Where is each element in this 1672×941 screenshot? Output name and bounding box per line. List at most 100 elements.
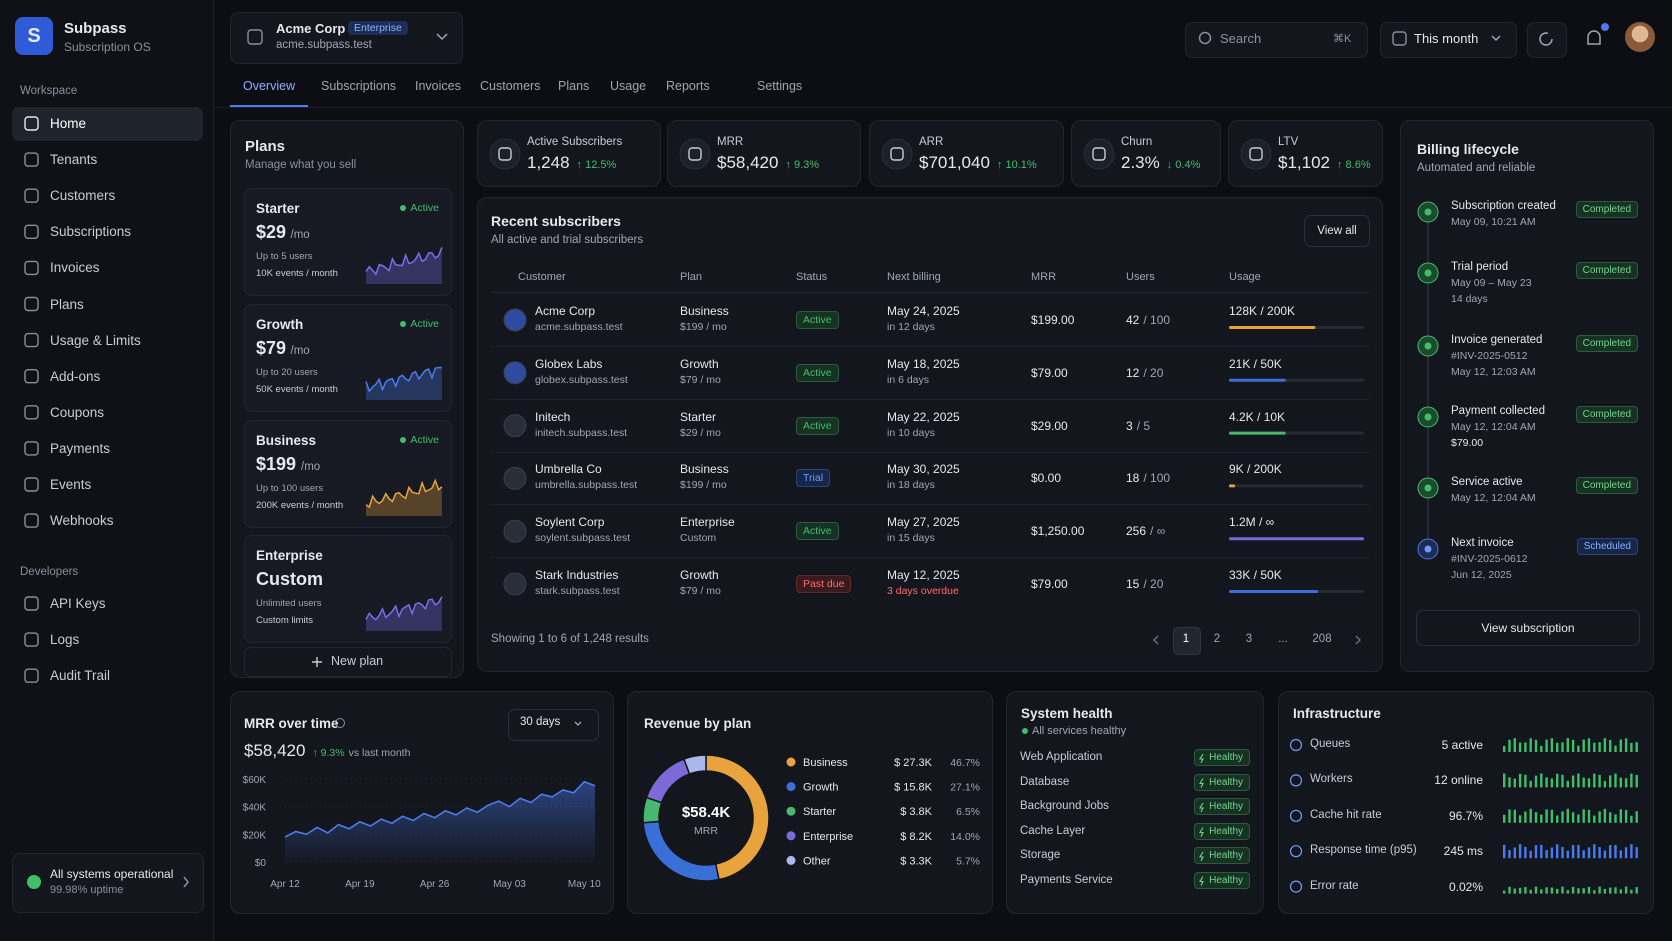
mrr: $79.00: [1031, 365, 1068, 380]
plan-card[interactable]: [244, 304, 452, 412]
plan-unit: /mo: [301, 461, 321, 473]
step-title: Trial period: [1451, 261, 1509, 273]
tab[interactable]: Settings: [757, 79, 803, 93]
plan-name: Growth: [256, 317, 304, 332]
org-name: Acme Corp: [276, 21, 346, 36]
status-box[interactable]: [12, 853, 204, 913]
page-button[interactable]: 3: [1245, 633, 1253, 645]
users: 18/ 100: [1126, 471, 1171, 486]
nav-item[interactable]: Home: [50, 116, 87, 131]
page-button[interactable]: 208: [1312, 633, 1332, 645]
refresh-button[interactable]: [1527, 22, 1567, 58]
column-header: Users: [1126, 271, 1155, 283]
chart-title: Revenue by plan: [644, 716, 752, 731]
service-name: Database: [1020, 775, 1070, 788]
step-status: Completed: [1575, 477, 1638, 494]
search-shortcut: ⌘K: [1333, 33, 1352, 45]
panel-title: Plans: [245, 138, 286, 155]
step-detail: May 12, 12:04 AM: [1451, 492, 1536, 504]
page-button[interactable]: 1: [1182, 633, 1190, 645]
search-box[interactable]: [1185, 22, 1368, 58]
kpi-value: $58,420 ↑ 9.3%: [717, 153, 820, 172]
nav-item[interactable]: Coupons: [50, 404, 105, 420]
plan-price: $79 / mo: [680, 373, 721, 386]
step-title: Next invoice: [1451, 537, 1514, 549]
step-detail: Jun 12, 2025: [1451, 569, 1512, 581]
metric-name: Response time (p95): [1310, 844, 1417, 857]
infrastructure-panel: [1278, 691, 1654, 914]
panel-subtitle: All active and trial subscribers: [491, 234, 644, 246]
service-name: Storage: [1020, 849, 1061, 861]
plan-name: Business: [256, 433, 317, 448]
row-divider: [491, 451, 1369, 453]
kpi-value: 1,248 ↑ 12.5%: [527, 153, 617, 172]
chart-title: MRR over time: [244, 716, 339, 731]
plan-users: Unlimited users: [256, 598, 322, 609]
billing-due: in 15 days: [887, 532, 935, 545]
kpi-change: ↑ 12.5%: [576, 159, 617, 171]
metric-name: Cache hit rate: [1310, 808, 1382, 821]
customer-domain: globex.subpass.test: [535, 373, 628, 386]
tab[interactable]: Customers: [480, 79, 541, 93]
tab[interactable]: Usage: [610, 79, 647, 93]
step-status: Completed: [1575, 262, 1638, 279]
users: 12/ 20: [1126, 365, 1164, 380]
kpi-value: $1,102 ↑ 8.6%: [1278, 153, 1371, 172]
plan-events: 50K events / month: [256, 384, 338, 395]
nav-item[interactable]: Events: [50, 477, 92, 492]
nav-item[interactable]: Logs: [50, 632, 80, 648]
notifications-button[interactable]: [1574, 22, 1612, 56]
plan-price: $79: [256, 338, 287, 358]
brand-tagline: Subscription OS: [64, 40, 151, 54]
step-detail: #INV-2025-0512: [1451, 350, 1528, 362]
nav-item[interactable]: Plans: [50, 296, 84, 312]
nav-item[interactable]: Customers: [50, 188, 116, 204]
plan-card[interactable]: [244, 188, 452, 296]
plan-price: $199 / mo: [680, 321, 727, 333]
org-switcher[interactable]: [230, 12, 463, 64]
org-badge: Enterprise: [348, 21, 408, 35]
page-button[interactable]: 2: [1213, 633, 1221, 645]
view-subscription-button[interactable]: View subscription: [1416, 610, 1640, 646]
usage: 9K / 200K: [1229, 462, 1282, 477]
tab[interactable]: Reports: [666, 79, 710, 93]
panel-title: Recent subscribers: [491, 213, 621, 229]
panel-subtitle: All services healthy: [1032, 725, 1127, 737]
nav-item[interactable]: Invoices: [50, 260, 100, 276]
kpi-label: ARR: [919, 136, 944, 148]
tab[interactable]: Overview: [243, 79, 296, 93]
new-plan-button[interactable]: [244, 647, 452, 677]
metric-value: 245 ms: [1443, 844, 1483, 859]
next-billing: May 24, 2025: [887, 304, 960, 318]
nav-item[interactable]: API Keys: [50, 596, 106, 611]
plan-price: $199: [256, 454, 297, 474]
nav-item[interactable]: Audit Trail: [50, 668, 111, 684]
plan-card[interactable]: [244, 420, 452, 528]
plan-card[interactable]: [244, 535, 452, 643]
page-button[interactable]: ...: [1278, 633, 1288, 645]
plan-status: Active: [410, 202, 439, 214]
step-title: Invoice generated: [1451, 334, 1543, 346]
nav-item[interactable]: Tenants: [50, 152, 98, 168]
nav-item[interactable]: Payments: [50, 440, 111, 456]
row-divider: [491, 398, 1369, 400]
nav-item[interactable]: Subscriptions: [50, 224, 132, 240]
column-header: Status: [796, 271, 828, 283]
tab[interactable]: Plans: [558, 79, 590, 93]
button-label[interactable]: New plan: [331, 654, 384, 668]
nav-item[interactable]: Webhooks: [50, 513, 114, 529]
view-all-button[interactable]: View all: [1304, 215, 1370, 247]
tab[interactable]: Invoices: [415, 79, 461, 93]
nav-item[interactable]: Add-ons: [50, 368, 101, 384]
tab[interactable]: Subscriptions: [321, 79, 397, 93]
health-badge: Healthy: [1194, 822, 1250, 840]
step-status: Scheduled: [1576, 538, 1638, 555]
range-select[interactable]: [508, 709, 599, 741]
next-billing: May 27, 2025: [887, 515, 960, 530]
brand-name: Subpass: [64, 20, 127, 37]
avatar[interactable]: [1625, 22, 1655, 52]
step-detail: May 12, 12:04 AM: [1451, 421, 1536, 433]
user-limit: / 100: [1143, 471, 1171, 486]
plan-price: Custom: [680, 532, 717, 545]
nav-item[interactable]: Usage & Limits: [50, 332, 141, 348]
